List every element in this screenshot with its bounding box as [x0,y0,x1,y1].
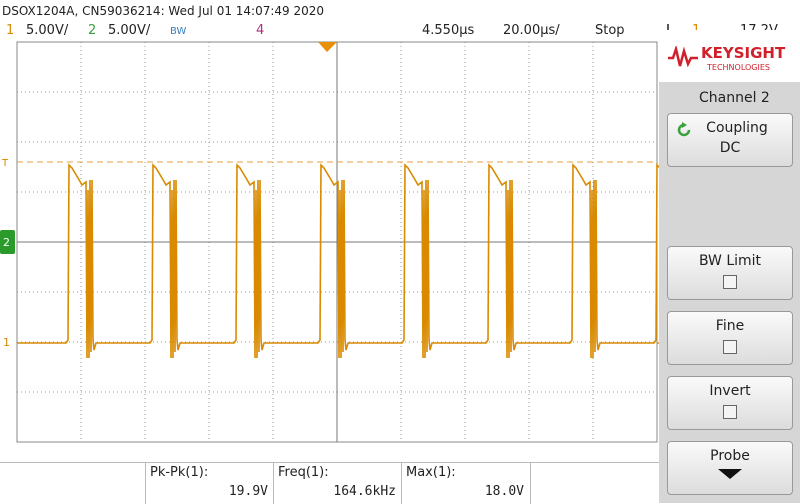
run-status: Stop [595,23,625,38]
ch2-marker-label: 2 [3,236,10,249]
down-arrow [718,469,742,479]
trigger-marker: T [1,158,9,169]
meas-value: 19.9V [228,484,268,499]
softkey-label: Coupling [706,120,768,136]
softkey[interactable]: Invert [667,376,793,430]
ch2-scale: 5.00V/ [108,23,151,38]
trigger-position [318,42,337,52]
ch1-marker-label: 1 [3,336,10,349]
softkey-label: BW Limit [698,253,762,269]
menu-title: Channel 2 [699,90,770,106]
bw-flag: BW [170,26,187,37]
checkbox [723,405,737,419]
measurement: Freq(1): 164.6kHz [273,463,402,504]
brand: KEYSIGHT [701,44,786,62]
meas-label: Freq(1): [278,465,329,480]
logo-wave [668,46,698,68]
ch1-num: 1 [6,23,15,38]
ch2-marker [0,230,15,254]
brand-sub: TECHNOLOGIES [707,63,770,72]
softkey[interactable]: Fine [667,311,793,365]
delay: 4.550µs [422,23,475,38]
softkey-label: Probe [710,448,750,464]
ch1-trace [17,163,659,359]
softkey-label: Invert [709,383,751,399]
meas-label: Max(1): [406,465,456,480]
logo-area: KEYSIGHT TECHNOLOGIES [659,30,800,82]
measurement-bar: Pk-Pk(1): 19.9V Freq(1): 164.6kHz Max(1): 1… [0,462,659,504]
measurement: Max(1): 18.0V [401,463,531,504]
knob-icon [677,122,691,137]
ch1-scale: 5.00V/ [26,23,69,38]
meas-label: Pk-Pk(1): [150,465,209,480]
ch4-num: 4 [256,23,265,38]
softkey-value: DC [719,140,741,156]
softkey-label: Fine [715,318,745,334]
meas-value: 18.0V [484,484,524,499]
timebase: 20.00µs/ [503,23,560,38]
title: DSOX1204A, CN59036214: Wed Jul 01 14:07:… [2,4,325,18]
measurement: Pk-Pk(1): 19.9V [145,463,274,504]
checkbox [723,340,737,354]
softkey[interactable]: Coupling DC [667,113,793,167]
waveform-display: T 2 1 [0,41,659,443]
checkbox [723,275,737,289]
meas-value: 164.6kHz [333,484,396,499]
softkey[interactable]: BW Limit [667,246,793,300]
softkey-panel: KEYSIGHT TECHNOLOGIES Channel 2 Coupling… [659,30,800,503]
ch2-num: 2 [88,23,97,38]
softkey[interactable]: Probe [667,441,793,495]
